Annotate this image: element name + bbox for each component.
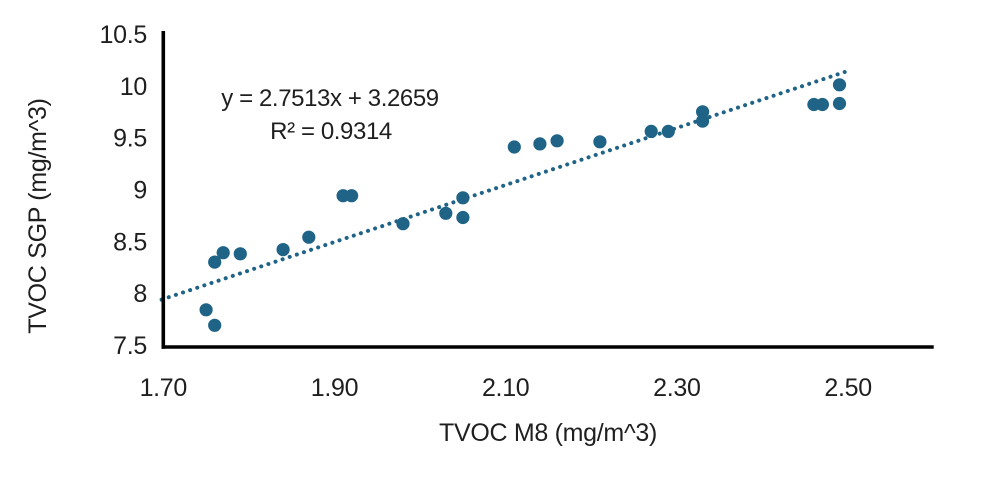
- y-tick-label: 8.5: [113, 228, 147, 256]
- scatter-point: [233, 247, 247, 261]
- scatter-point: [396, 217, 410, 231]
- y-tick-label: 9.5: [113, 125, 147, 153]
- scatter-point: [439, 206, 453, 220]
- scatter-point: [832, 96, 847, 111]
- x-tick-label: 2.30: [653, 374, 700, 402]
- x-axis-tick-labels: 1.70 1.90 2.10 2.30 2.50: [140, 374, 873, 402]
- y-axis-title: TVOC SGP (mg/m^3): [24, 98, 52, 333]
- scatter-point: [832, 78, 847, 92]
- scatter-point: [456, 210, 470, 225]
- y-axis-tick-labels: 7.5 8 8.5 9 9.5 10 10.5: [100, 21, 148, 360]
- y-tick-label: 9: [133, 177, 147, 205]
- y-tick-label: 10.5: [100, 21, 147, 49]
- scatter-point: [199, 303, 213, 317]
- scatter-point: [593, 135, 607, 149]
- x-tick-label: 2.50: [824, 374, 871, 402]
- scatter-point: [345, 189, 359, 203]
- scatter-point: [550, 134, 564, 148]
- x-tick-label: 1.90: [311, 374, 358, 402]
- scatter-point: [216, 246, 230, 260]
- scatter-point: [507, 140, 521, 154]
- scatter-point: [644, 124, 658, 138]
- y-tick-label: 8: [133, 280, 147, 308]
- x-tick-label: 1.70: [140, 374, 187, 402]
- scatter-point: [696, 105, 710, 119]
- scatter-series: [199, 78, 847, 332]
- scatter-point: [208, 318, 222, 332]
- x-axis-title: TVOC M8 (mg/m^3): [439, 419, 657, 447]
- trendline-equation: y = 2.7513x + 3.2659: [221, 85, 439, 112]
- r-squared-label: R² = 0.9314: [270, 118, 392, 145]
- trendline: [159, 70, 847, 302]
- scatter-point: [276, 243, 290, 257]
- scatter-point: [302, 230, 316, 244]
- scatter-point: [815, 97, 830, 112]
- scatter-point: [533, 137, 547, 151]
- y-tick-label: 10: [120, 73, 147, 101]
- trendline-dotted-line: [159, 70, 847, 302]
- scatter-point: [208, 255, 222, 269]
- x-tick-label: 2.10: [482, 374, 529, 402]
- y-tick-label: 7.5: [113, 332, 147, 360]
